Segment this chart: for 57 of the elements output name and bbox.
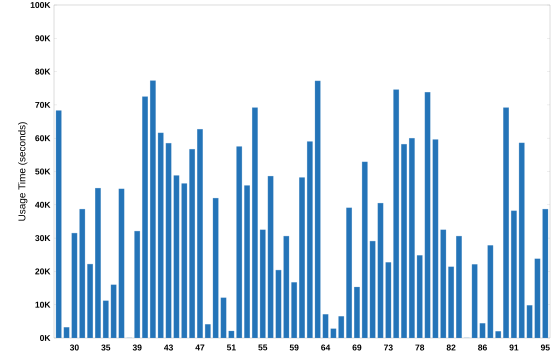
bar <box>142 96 148 338</box>
x-tick-label: 43 <box>164 344 173 351</box>
x-tick-label: 64 <box>321 344 330 351</box>
y-tick-label: 0K <box>40 335 50 341</box>
bar <box>252 107 258 338</box>
bar <box>268 176 274 338</box>
bar <box>166 143 172 338</box>
bar <box>424 92 430 338</box>
x-tick-label: 73 <box>384 344 393 351</box>
bar <box>150 80 156 338</box>
x-tick-label: 35 <box>101 344 110 351</box>
bar <box>409 138 415 338</box>
x-tick-label: 78 <box>415 344 424 351</box>
bar <box>378 202 384 338</box>
bar <box>432 139 438 338</box>
bar <box>354 286 360 338</box>
x-tick-label: 51 <box>226 344 236 350</box>
y-tick-label: 30K <box>35 235 50 242</box>
y-tick-label: 90K <box>35 35 50 42</box>
y-tick-label: 60K <box>35 135 50 142</box>
x-tick-label: 39 <box>132 344 142 351</box>
x-tick-label: 55 <box>258 344 268 350</box>
bar <box>448 266 454 338</box>
y-tick-label: 80K <box>35 68 50 75</box>
y-tick-label: 10K <box>35 302 50 308</box>
bar <box>503 107 509 338</box>
x-tick-label: 82 <box>446 344 456 351</box>
bar <box>534 258 540 338</box>
bar <box>322 314 328 338</box>
bar <box>197 129 203 338</box>
y-tick-label: 40K <box>35 202 50 208</box>
x-tick-label: 47 <box>195 344 204 350</box>
y-tick-label: 50K <box>35 168 50 174</box>
bar <box>244 185 250 338</box>
x-tick-label: 91 <box>509 344 518 351</box>
bar <box>346 208 352 338</box>
x-tick-label: 30 <box>70 344 79 351</box>
bar <box>299 177 305 338</box>
bar <box>95 188 101 338</box>
bar <box>87 264 93 338</box>
bar <box>72 232 78 338</box>
y-tick-label: 70K <box>35 102 50 108</box>
y-tick-label: 100K <box>30 2 50 8</box>
bar <box>118 188 124 338</box>
bar <box>401 144 407 338</box>
bar <box>276 270 282 338</box>
bar <box>511 210 517 338</box>
x-tick-label: 59 <box>290 344 299 351</box>
bar <box>220 298 226 338</box>
bar <box>456 236 462 338</box>
bar <box>526 305 532 338</box>
y-axis-title: Usage Time (seconds) <box>18 122 28 221</box>
x-tick-label: 86 <box>478 344 487 351</box>
x-tick-label: 69 <box>352 344 362 351</box>
x-tick-label: 95 <box>540 344 550 351</box>
bar <box>174 175 180 338</box>
y-tick-label: 20K <box>35 268 50 274</box>
